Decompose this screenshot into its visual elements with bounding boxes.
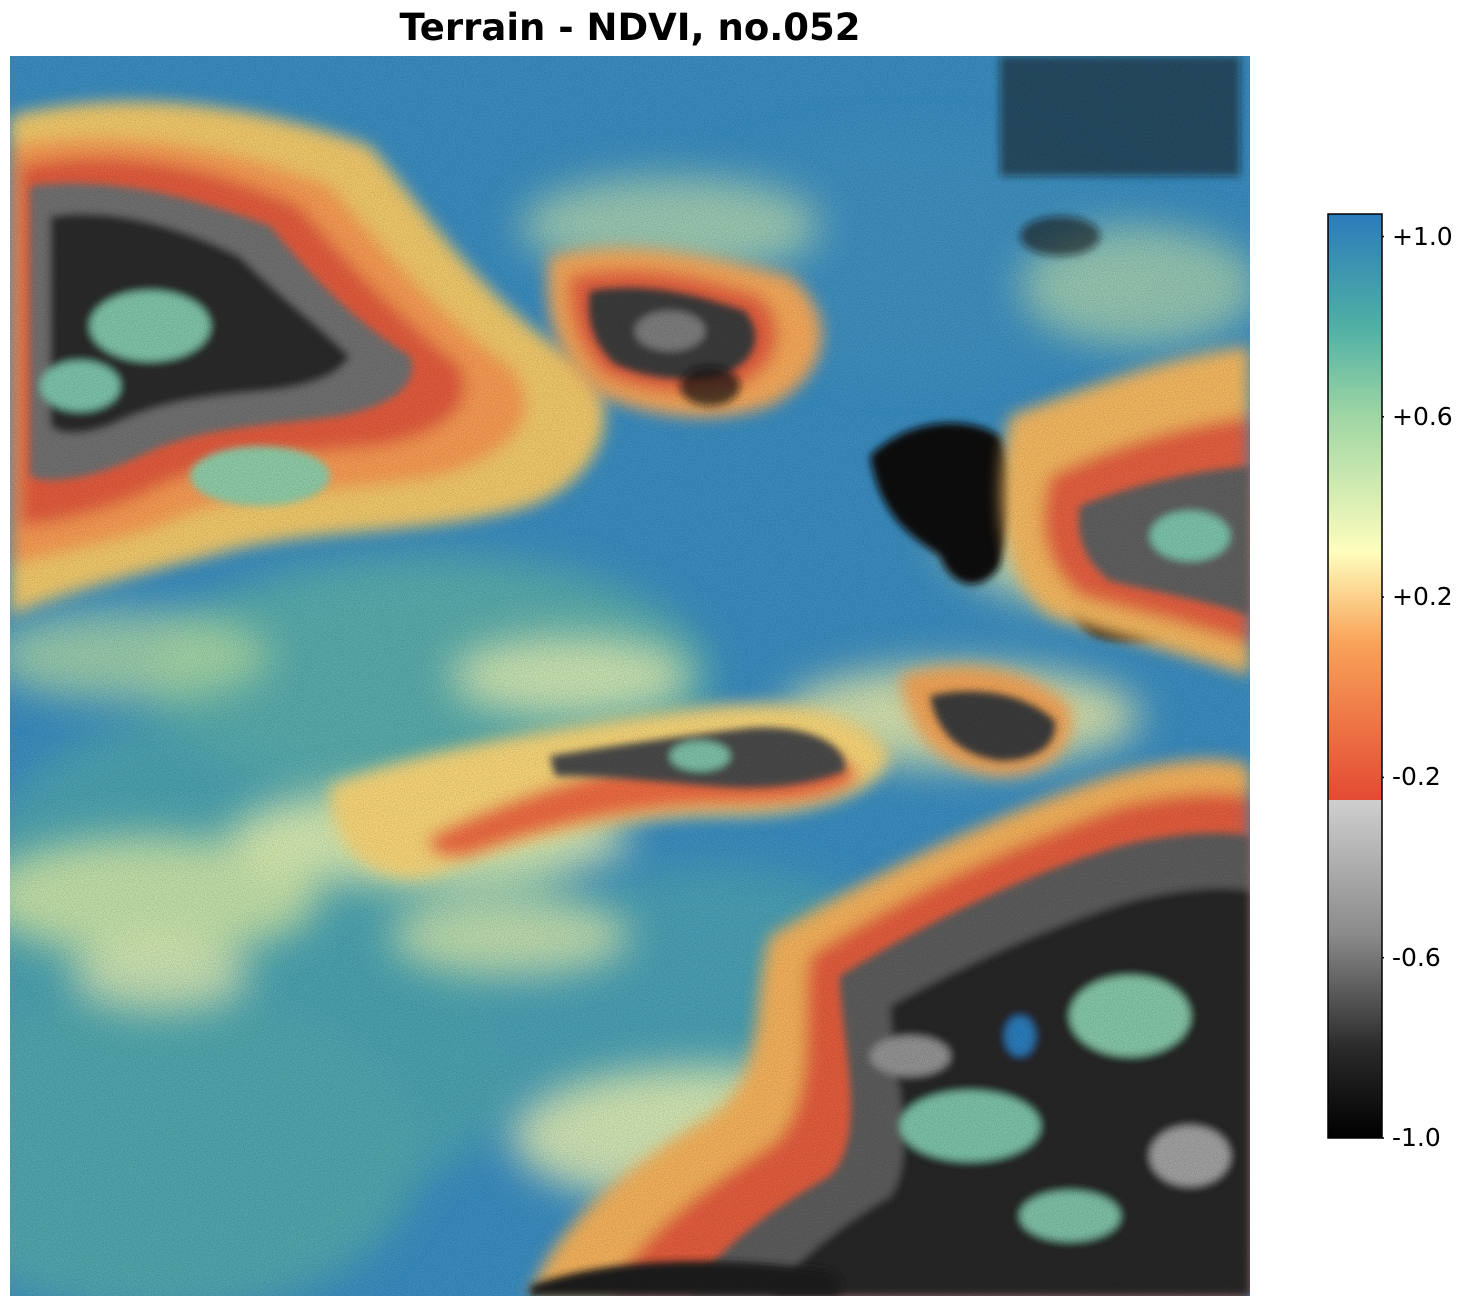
ndvi-raster-map	[10, 56, 1250, 1296]
map-title: Terrain - NDVI, no.052	[399, 6, 861, 49]
colorbar-tick-label: -0.6	[1392, 942, 1441, 972]
colorbar-tick-label: -1.0	[1392, 1123, 1441, 1152]
colorbar-tick-label: +0.6	[1392, 401, 1453, 431]
colorbar-tick-label: +1.0	[1392, 221, 1453, 251]
colorbar	[1327, 213, 1384, 1139]
colorbar-tick-label: -0.2	[1392, 762, 1441, 792]
colorbar-gradient	[1327, 213, 1383, 1139]
colorbar-tick-label: +0.2	[1392, 582, 1453, 612]
